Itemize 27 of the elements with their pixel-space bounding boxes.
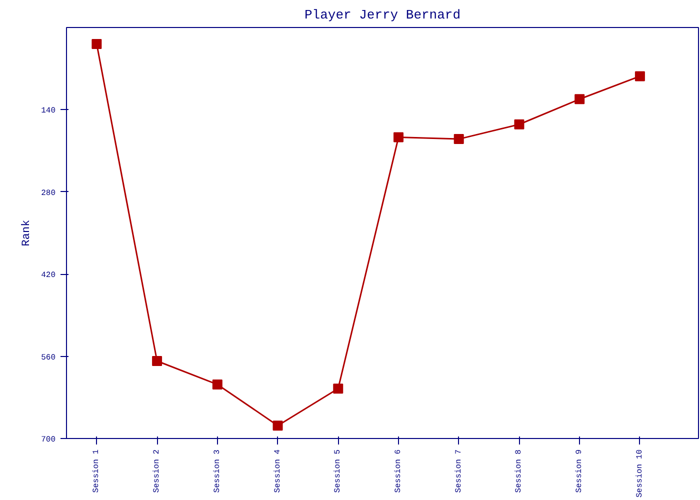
x-tick-label: Session 10 xyxy=(635,449,644,498)
point xyxy=(454,134,464,144)
x-tick-label: Session 1 xyxy=(92,449,102,493)
point xyxy=(92,38,102,49)
chart-title: Player Jerry Bernard xyxy=(304,8,461,22)
x-tick-label: Session 2 xyxy=(152,449,162,493)
y-tick-label: 700 xyxy=(41,436,56,444)
x-tick-label: Session 8 xyxy=(514,449,524,493)
point xyxy=(574,94,585,104)
x-tick-label: Session 9 xyxy=(575,449,584,493)
x-tick-label: Session 5 xyxy=(334,449,343,493)
point xyxy=(333,384,344,394)
x-tick-label: Session 6 xyxy=(394,449,403,493)
x-tick-label: Session 7 xyxy=(454,449,464,493)
x-tick-label: Session 4 xyxy=(273,449,282,493)
y-tick-label: 420 xyxy=(41,271,56,280)
point xyxy=(212,379,222,390)
y-tick-label: 280 xyxy=(41,188,56,198)
point xyxy=(393,132,404,142)
y-tick-label: 560 xyxy=(41,353,56,362)
x-tick-label: Session 3 xyxy=(212,449,222,493)
point xyxy=(634,71,645,82)
point xyxy=(152,356,162,366)
point xyxy=(514,119,524,130)
point xyxy=(272,420,283,431)
y-tick-label: 140 xyxy=(41,106,56,116)
y-axis-title: Rank xyxy=(21,219,34,246)
